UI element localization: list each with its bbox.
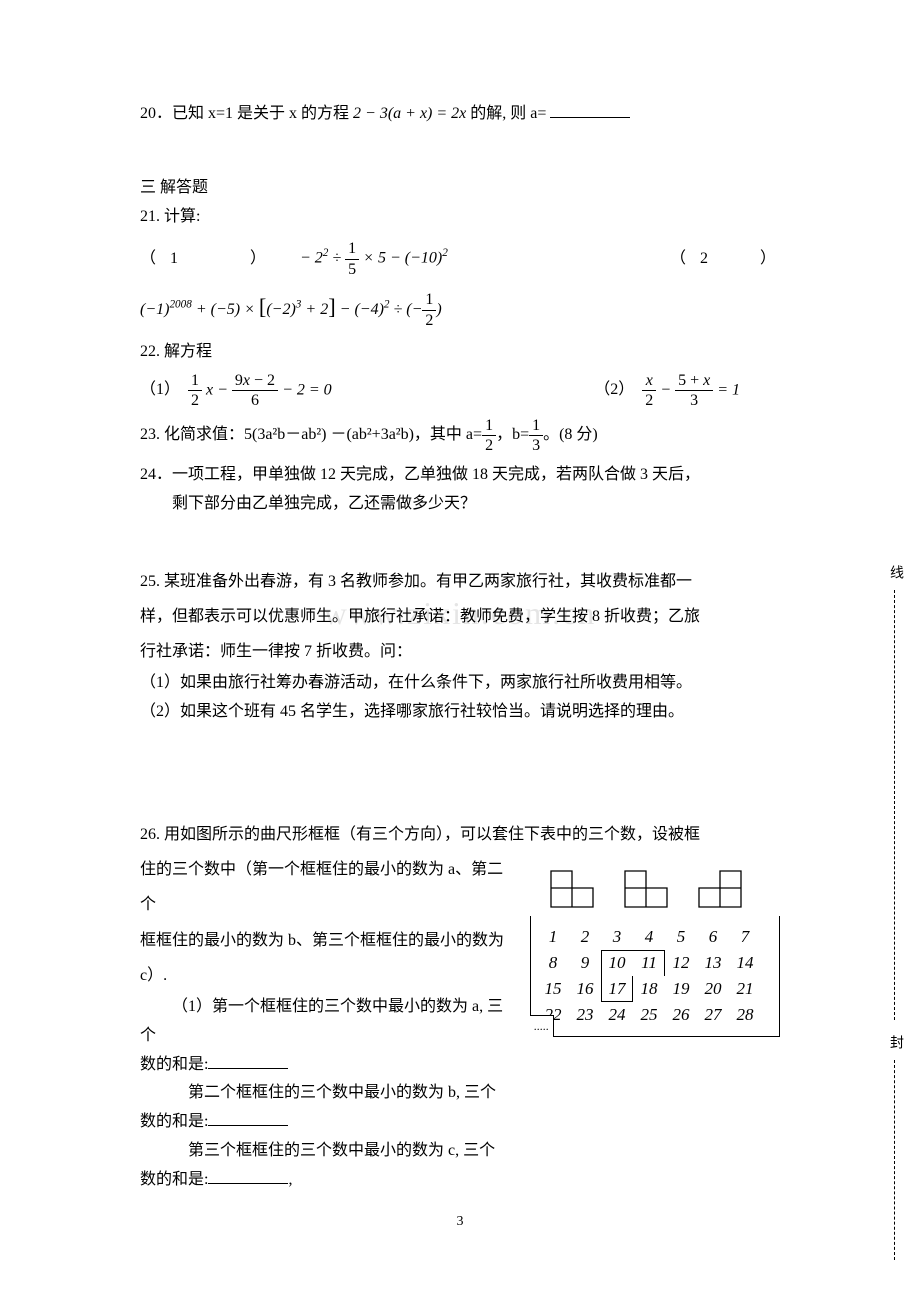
q21-title: 21. 计算: [140,203,780,232]
q25-sub2: （2）如果这个班有 45 名学生，选择哪家旅行社较恰当。请说明选择的理由。 [140,698,780,727]
q26-p1b-row: 数的和是: [140,1051,780,1080]
q26-p3a: 第三个框框住的三个数中最小的数为 c, 三个 [140,1137,780,1166]
q26-blank-1 [208,1053,288,1069]
q26-blank-3 [208,1168,288,1184]
question-23: 23. 化简求值：5(3a²b－ab²) －(ab²+3a²b)，其中 a= 1… [140,416,780,455]
q23-prefix: 23. 化简求值：5(3a²b－ab²) －(ab²+3a²b)，其中 a= [140,421,482,450]
q21-row1: （ 1 ） − 22 ÷ 15 × 5 − (−10)2 （ 2 ） [140,239,780,278]
document-content: 20．已知 x=1 是关于 x 的方程 2 − 3(a + x) = 2x 的解… [140,100,780,1195]
q26-p2a: 第二个框框住的三个数中最小的数为 b, 三个 [140,1079,780,1108]
question-20: 20．已知 x=1 是关于 x 的方程 2 − 3(a + x) = 2x 的解… [140,100,780,129]
q26-p2b: 数的和是: [140,1113,208,1130]
q23-suffix: 。(8 分) [543,421,598,450]
q25-line2: 样，但都表示可以优惠师生。甲旅行社承诺：教师免费，学生按 8 折收费；乙旅 [140,599,780,634]
q26-line3: 框框住的最小的数为 b、第三个框框住的最小的数为 [140,923,780,958]
q21-label1-num: 1 [170,245,250,274]
q22-row: （1） 12 x − 9x − 26 − 2 = 0 （2） x2 − 5 + … [140,371,780,410]
q26-comma: , [288,1171,292,1188]
q26-p1b: 数的和是: [140,1056,208,1073]
q24-line1: 24．一项工程，甲单独做 12 天完成，乙单独做 18 天完成，若两队合做 3 … [140,461,780,490]
q21-expr1: − 22 ÷ 15 × 5 − (−10)2 [300,239,448,278]
q26-p3b-row: 数的和是:, [140,1166,780,1195]
q23-mid: ，b= [496,421,529,450]
q20-suffix: 的解, 则 a= [470,105,546,122]
q21-row2: (−1)2008 + (−5) × [(−2)3 + 2] − (−4)2 ÷ … [140,287,780,330]
q22-expr1: 12 x − 9x − 26 − 2 = 0 [188,371,332,410]
q24-line2: 剩下部分由乙单独完成，乙还需做多少天？ [140,490,780,519]
q26-line4: c）. [140,958,780,993]
side-marker-feng: 封 [885,1035,905,1049]
q22-label2: （2） [594,376,634,405]
side-dash-line-1 [894,590,895,1020]
q25-line1: 25. 某班准备外出春游，有 3 名教师参加。有甲乙两家旅行社，其收费标准都一 [140,564,780,599]
q26-p3b: 数的和是: [140,1171,208,1188]
q20-prefix: 20．已知 x=1 是关于 x 的方程 [140,105,349,122]
q20-blank [550,102,630,118]
q20-equation: 2 − 3(a + x) = 2x [353,105,466,122]
q21-label1-close: ） [250,245,300,274]
q26-blank-2 [208,1110,288,1126]
q21-label1-open: （ [140,245,170,274]
q26-p1a: （1）第一个框框住的三个数中最小的数为 a, 三个 [140,993,780,1051]
q21-label2-close: ） [760,245,780,274]
q21-expr2: (−1)2008 + (−5) × [(−2)3 + 2] − (−4)2 ÷ … [140,287,442,330]
side-dash-line-2 [894,1060,895,1260]
page-number: 3 [457,1214,464,1230]
q26-p2b-row: 数的和是: [140,1108,780,1137]
q25-sub1: （1）如果由旅行社筹办春游活动，在什么条件下，两家旅行社所收费用相等。 [140,669,780,698]
q22-title: 22. 解方程 [140,338,780,367]
q26-line1: 26. 用如图所示的曲尺形框框（有三个方向），可以套住下表中的三个数，设被框 [140,817,780,852]
q21-label2-num: 2 [700,245,760,274]
q21-label2-open: （ [670,245,700,274]
section-3-title: 三 解答题 [140,174,780,203]
q25-line3: 行社承诺：师生一律按 7 折收费。问： [140,634,780,669]
q22-expr2: x2 − 5 + x3 = 1 [642,371,740,410]
q26-line2: 住的三个数中（第一个框框住的最小的数为 a、第二个 [140,852,780,922]
side-marker-xian: 线 [885,565,905,579]
q22-label1: （1） [140,376,180,405]
